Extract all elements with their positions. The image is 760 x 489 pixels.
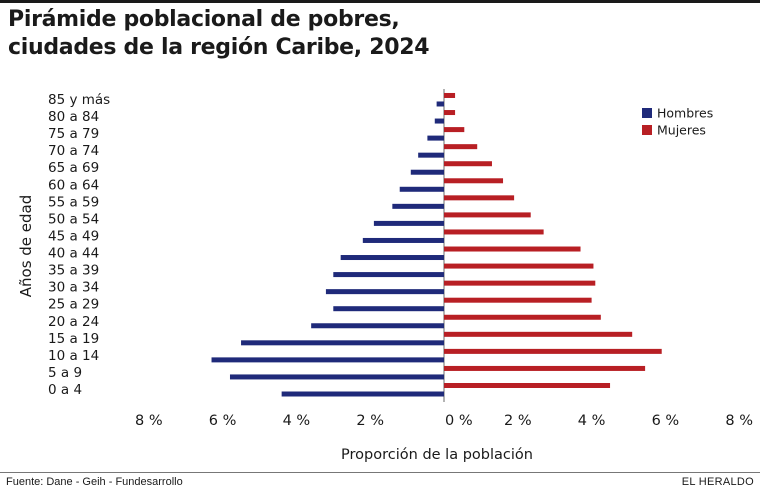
bar-hombres <box>392 203 444 209</box>
bar-mujeres <box>444 92 456 98</box>
y-tick-label: 80 a 84 <box>48 109 99 125</box>
y-tick-label: 25 a 29 <box>48 297 99 313</box>
y-tick-label: 15 a 19 <box>48 331 99 347</box>
bar-mujeres <box>444 365 646 371</box>
x-tick-label: 0 % <box>445 413 473 429</box>
bar-hombres <box>436 101 444 107</box>
y-tick-label: 5 a 9 <box>48 365 82 381</box>
bar-hombres <box>229 374 444 380</box>
bar-mujeres <box>444 110 456 116</box>
x-axis-label: Proporción de la población <box>341 447 533 463</box>
brand-label: EL HERALDO <box>681 476 754 488</box>
footer-rule <box>0 472 760 473</box>
bar-hombres <box>281 391 444 397</box>
bar-mujeres <box>444 314 601 320</box>
x-tick-label: 8 % <box>135 413 163 429</box>
source-note: Fuente: Dane - Geih - Fundesarrollo <box>6 476 183 488</box>
bar-mujeres <box>444 161 492 167</box>
bar-mujeres <box>444 195 515 201</box>
y-tick-label: 70 a 74 <box>48 143 99 159</box>
bar-mujeres <box>444 263 594 269</box>
y-tick-label: 20 a 24 <box>48 314 99 330</box>
bar-hombres <box>241 340 444 346</box>
y-tick-label: 0 a 4 <box>48 382 82 398</box>
bar-hombres <box>211 357 444 363</box>
y-tick-label: 65 a 69 <box>48 160 99 176</box>
page-title: Pirámide poblacional de pobres, ciudades… <box>8 6 748 62</box>
y-tick-label: 75 a 79 <box>48 126 99 142</box>
y-tick-label: 30 a 34 <box>48 280 99 296</box>
x-tick-label: 8 % <box>725 413 753 429</box>
bar-hombres <box>311 323 444 329</box>
x-tick-label: 4 % <box>578 413 606 429</box>
bar-mujeres <box>444 144 478 150</box>
y-tick-label: 85 y más <box>48 92 110 108</box>
bar-mujeres <box>444 246 581 252</box>
x-tick-label: 6 % <box>652 413 680 429</box>
bar-hombres <box>410 169 444 175</box>
bar-hombres <box>434 118 444 124</box>
bar-hombres <box>427 135 444 141</box>
top-rule <box>0 0 760 3</box>
bar-mujeres <box>444 331 633 337</box>
bar-mujeres <box>444 383 611 388</box>
bar-hombres <box>333 306 444 312</box>
bar-hombres <box>362 237 444 243</box>
title-line-2: ciudades de la región Caribe, 2024 <box>8 35 430 60</box>
bar-hombres <box>418 152 444 158</box>
y-tick-label: 60 a 64 <box>48 177 99 193</box>
bar-mujeres <box>444 127 465 133</box>
y-tick-label: 10 a 14 <box>48 348 99 364</box>
y-axis-label: Años de edad <box>17 195 35 298</box>
y-tick-label: 35 a 39 <box>48 263 99 279</box>
bar-hombres <box>333 272 444 278</box>
bar-hombres <box>325 289 444 295</box>
title-line-1: Pirámide poblacional de pobres, <box>8 7 400 32</box>
x-tick-label: 4 % <box>283 413 311 429</box>
legend-label-mujeres: Mujeres <box>657 123 706 138</box>
bar-mujeres <box>444 229 544 235</box>
x-tick-label: 6 % <box>209 413 237 429</box>
y-tick-label: 40 a 44 <box>48 246 99 262</box>
bar-mujeres <box>444 348 662 354</box>
bar-mujeres <box>444 178 504 184</box>
x-tick-label: 2 % <box>504 413 532 429</box>
y-tick-label: 55 a 59 <box>48 194 99 210</box>
legend-swatch-mujeres <box>642 125 652 135</box>
bar-mujeres <box>444 280 596 286</box>
y-tick-label: 45 a 49 <box>48 228 99 244</box>
bar-hombres <box>373 220 444 226</box>
bar-mujeres <box>444 212 531 218</box>
legend-label-hombres: Hombres <box>657 106 713 121</box>
x-tick-label: 2 % <box>356 413 384 429</box>
bar-hombres <box>340 255 444 261</box>
y-tick-label: 50 a 54 <box>48 211 99 227</box>
legend-swatch-hombres <box>642 108 652 118</box>
bar-mujeres <box>444 297 592 303</box>
bar-hombres <box>399 186 444 192</box>
